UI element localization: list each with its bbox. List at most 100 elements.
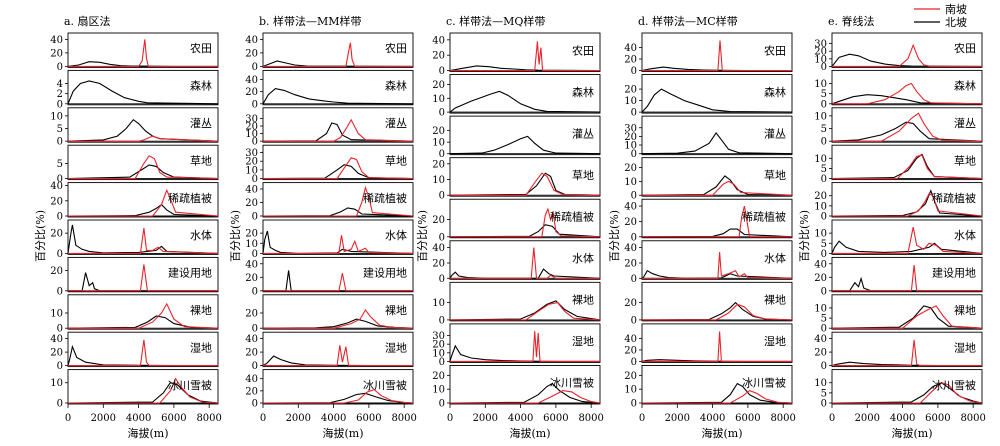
y-tick-label: 20	[624, 258, 637, 269]
y-tick-label: 10	[814, 201, 827, 212]
y-tick-label: 20	[624, 85, 637, 96]
south-slope-line	[450, 207, 601, 238]
y-tick-label: 0	[252, 137, 258, 148]
north-slope-line	[449, 300, 601, 321]
y-tick-label: 40	[245, 184, 258, 195]
row-frame	[67, 369, 219, 405]
south-slope-line	[68, 39, 218, 67]
south-slope-line	[263, 42, 413, 67]
north-slope-line	[67, 80, 219, 105]
north-slope-line	[449, 344, 600, 362]
y-tick-label: 20	[814, 47, 827, 58]
y-tick-label: 0	[821, 99, 827, 110]
south-slope-line	[450, 41, 600, 72]
y-tick-label: 10	[432, 298, 445, 309]
row-7: 0 20 建设用地	[50, 256, 219, 297]
y-tick-label: 20	[245, 122, 258, 133]
x-axis-label: 海拔(m)	[322, 426, 363, 440]
row-frame	[641, 281, 793, 322]
row-10: 0 10 冰川雪被	[50, 369, 219, 410]
y-tick-label: 40	[50, 35, 63, 46]
y-tick-label: 20	[432, 215, 445, 226]
south-slope-line	[832, 226, 983, 254]
row-5: 0 20 稀疏植被	[432, 198, 601, 243]
y-tick-label: 40	[432, 35, 445, 46]
y-tick-label: 0	[57, 62, 63, 73]
row-frame	[831, 369, 983, 405]
x-tick-label: 6000	[543, 413, 568, 424]
row-label: 灌丛	[190, 117, 212, 130]
row-1: 0 20 40 农田	[245, 32, 414, 73]
y-tick-label: 10	[814, 229, 827, 240]
y-tick-label: 0	[252, 399, 258, 410]
y-tick-label: 10	[814, 111, 827, 122]
y-tick-label: 5	[821, 239, 827, 250]
y-tick-label: 40	[245, 35, 258, 46]
north-slope-line	[641, 228, 793, 238]
x-tick-label: 0	[260, 413, 266, 424]
y-tick-label: 10	[245, 129, 258, 140]
y-tick-label: 0	[439, 191, 445, 202]
north-slope-line	[449, 135, 601, 155]
y-tick-label: 0	[821, 212, 827, 223]
south-slope-line	[263, 118, 414, 142]
y-tick-label: 20	[50, 229, 63, 240]
y-tick-label: 10	[814, 303, 827, 314]
row-label: 草地	[572, 169, 594, 182]
row-frame	[67, 107, 219, 143]
row-label: 湿地	[385, 341, 407, 354]
x-axis-label: 海拔(m)	[509, 426, 550, 440]
y-tick-label: 0	[252, 174, 258, 185]
row-frame	[641, 32, 793, 73]
y-tick-label: 20	[814, 191, 827, 202]
y-tick-label: 10	[245, 165, 258, 176]
south-slope-line	[263, 273, 413, 292]
y-tick-label: 10	[50, 111, 63, 122]
y-tick-label: 40	[624, 243, 637, 254]
south-slope-line	[450, 172, 601, 196]
y-tick-label: 0	[439, 399, 445, 410]
north-slope-line	[449, 268, 601, 279]
row-5: 0 20 40 稀疏植被	[50, 181, 219, 223]
row-frame	[831, 294, 983, 330]
y-tick-label: 20	[624, 371, 637, 382]
row-frame	[67, 294, 219, 330]
row-8: 0 20 裸地	[245, 294, 414, 335]
x-tick-label: 8000	[196, 413, 221, 424]
y-tick-label: 10	[814, 378, 827, 389]
y-tick-label: 20	[432, 80, 445, 91]
y-tick-label: 10	[50, 378, 63, 389]
row-frame	[449, 364, 601, 405]
south-slope-line	[642, 205, 792, 238]
y-tick-label: 0	[439, 274, 445, 285]
north-slope-line	[67, 164, 219, 180]
row-label: 水体	[385, 228, 407, 242]
y-tick-label: 20	[814, 348, 827, 359]
south-slope-line	[642, 252, 793, 279]
y-tick-label: 40	[50, 334, 63, 345]
south-slope-line	[832, 112, 983, 142]
row-frame	[831, 256, 983, 293]
row-frame	[67, 182, 219, 218]
y-tick-label: 20	[245, 273, 258, 284]
row-label: 草地	[385, 154, 407, 167]
south-slope-line	[450, 247, 600, 279]
y-tick-label: 5	[821, 314, 827, 325]
row-frame	[641, 74, 793, 114]
row-frame	[67, 69, 219, 106]
north-slope-line	[262, 60, 414, 67]
row-7: 0 20 40 建设用地	[814, 256, 983, 297]
north-slope-line	[67, 203, 219, 217]
y-tick-label: 5	[821, 89, 827, 100]
south-slope-line	[263, 345, 413, 367]
y-tick-label: 0	[821, 324, 827, 335]
row-label: 森林	[190, 79, 212, 93]
